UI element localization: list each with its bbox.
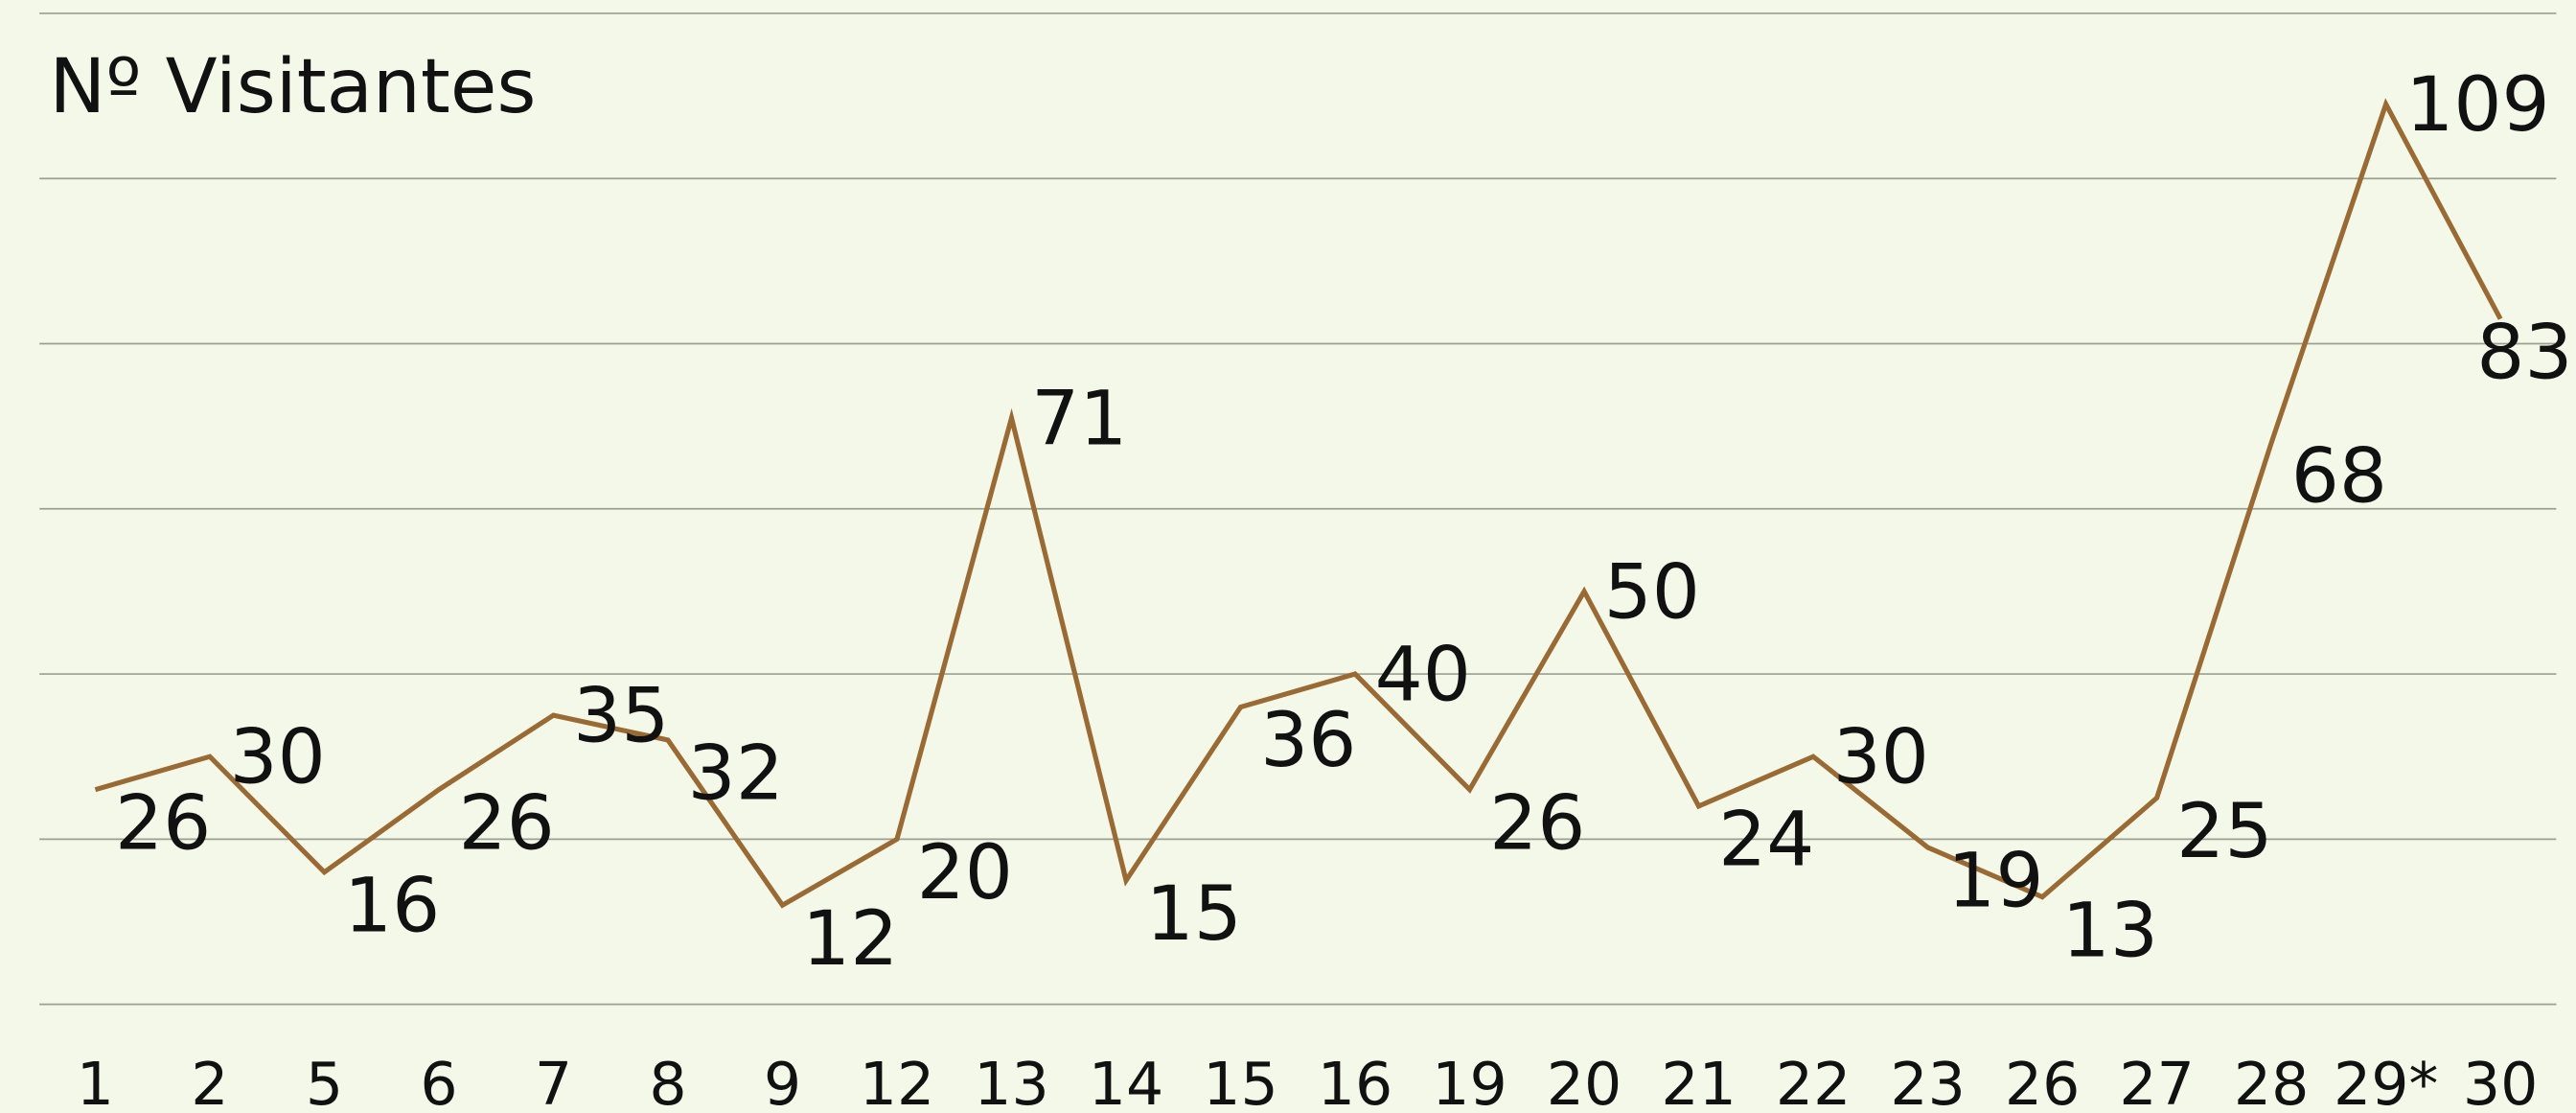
data-label: 109: [2405, 60, 2550, 149]
x-tick-label: 7: [535, 1050, 572, 1113]
x-tick-label: 12: [860, 1050, 935, 1113]
x-tick-label: 9: [764, 1050, 801, 1113]
data-label: 40: [1375, 631, 1471, 719]
x-tick-label: 5: [306, 1050, 343, 1113]
x-tick-label: 19: [1432, 1050, 1507, 1113]
x-tick-label: 16: [1318, 1050, 1393, 1113]
data-label: 32: [688, 730, 784, 818]
data-label: 71: [1031, 374, 1127, 462]
x-tick-label: 23: [1890, 1050, 1966, 1113]
data-label: 15: [1146, 870, 1242, 958]
x-tick-label: 15: [1203, 1050, 1278, 1113]
data-label: 13: [2062, 886, 2158, 974]
data-label: 16: [344, 862, 440, 950]
data-label: 68: [2291, 432, 2387, 521]
data-label: 50: [1604, 547, 1700, 636]
data-label: 20: [917, 828, 1013, 916]
x-tick-label: 27: [2119, 1050, 2195, 1113]
data-label: 26: [115, 778, 211, 867]
data-label: 25: [2176, 787, 2272, 875]
x-tick-label: 13: [974, 1050, 1049, 1113]
x-tick-label: 21: [1661, 1050, 1736, 1113]
x-tick-label: 8: [649, 1050, 686, 1113]
x-tick-label: 30: [2463, 1050, 2539, 1113]
data-label: 19: [1947, 837, 2043, 925]
data-label: 30: [230, 713, 326, 801]
data-label: 12: [802, 894, 898, 983]
x-tick-label: 6: [420, 1050, 457, 1113]
x-tick-label: 2: [191, 1050, 228, 1113]
data-label: 36: [1260, 696, 1356, 784]
chart-title: Nº Visitantes: [49, 42, 536, 130]
data-label: 83: [2476, 308, 2572, 396]
data-line: [94, 98, 2503, 909]
x-tick-label: 28: [2234, 1050, 2310, 1113]
x-tick-label: 29*: [2334, 1050, 2438, 1113]
data-label: 26: [1489, 778, 1585, 867]
x-tick-label: 14: [1089, 1050, 1164, 1113]
data-label: 26: [459, 778, 555, 867]
data-label: 35: [573, 672, 669, 760]
x-tick-label: 20: [1547, 1050, 1622, 1113]
x-tick-label: 1: [77, 1050, 114, 1113]
data-label: 24: [1718, 796, 1814, 884]
x-tick-label: 22: [1776, 1050, 1852, 1113]
data-label: 30: [1833, 713, 1929, 801]
x-tick-label: 26: [2005, 1050, 2081, 1113]
